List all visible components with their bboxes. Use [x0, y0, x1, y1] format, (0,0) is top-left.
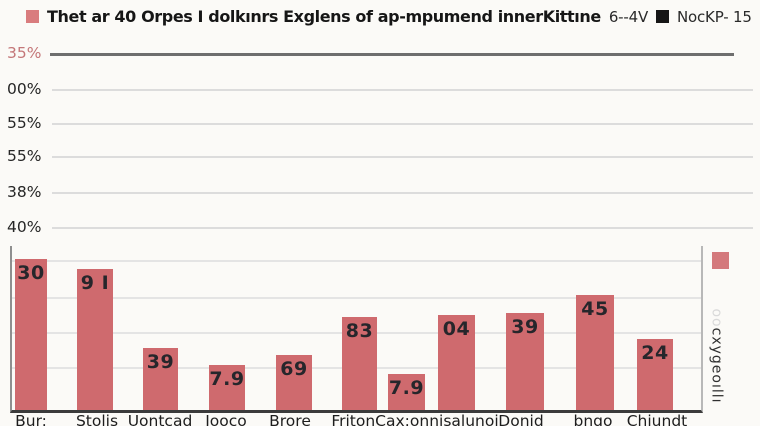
- x-tick-label: bnqo: [573, 412, 613, 426]
- bar-value-label: 83: [345, 320, 374, 342]
- x-tick-label: Chiundt: [626, 412, 688, 426]
- bar: 04: [438, 315, 475, 410]
- gridline: [52, 227, 753, 229]
- bar: 39: [506, 313, 544, 410]
- chart-title: Thet ar 40 Orpes I dolkınrs Exglens of a…: [47, 7, 601, 26]
- bar-value-label: 69: [280, 358, 308, 380]
- x-tick-label: Brore: [269, 412, 311, 426]
- bar: 7.9: [388, 374, 425, 410]
- bar: 45: [576, 295, 614, 410]
- plot-area: 30 9 I 39 7.9 69 83 7.9 04 39 45 24: [10, 246, 703, 413]
- bar: 30: [15, 259, 47, 410]
- x-tick-label: Uontcad: [127, 412, 193, 426]
- y-tick-label: 55%: [7, 114, 42, 132]
- bar-value-label: 39: [511, 316, 539, 338]
- bar: 83: [342, 317, 377, 410]
- x-tick-label: Jooco: [205, 412, 247, 426]
- chart-title-suffix: 6--4V: [608, 7, 649, 26]
- right-vertical-label: oocxygeoıllı: [688, 300, 746, 412]
- gridline: [52, 89, 753, 91]
- right-vertical-label-text: oocxygeoıllı: [709, 308, 725, 403]
- secondary-legend-label: NocKP- 15: [677, 7, 752, 26]
- x-tick-label: Donid: [498, 412, 544, 426]
- bar-value-label: 39: [146, 351, 175, 373]
- gridline: [50, 53, 734, 56]
- gridline: [52, 156, 753, 158]
- x-tick-label: Stolis: [75, 412, 119, 426]
- bar-value-label: 7.9: [209, 368, 245, 390]
- bar: 69: [276, 355, 312, 410]
- plot-gridline: [12, 297, 701, 299]
- bar-value-label: 24: [641, 342, 669, 364]
- right-vertical-label-faint: oo: [709, 308, 726, 328]
- chart-header: Thet ar 40 Orpes I dolkınrs Exglens of a…: [26, 7, 752, 26]
- bar: 24: [637, 339, 673, 410]
- bar-value-label: 04: [442, 318, 471, 340]
- bar: 7.9: [209, 365, 245, 410]
- bar-value-label: 30: [17, 262, 45, 284]
- y-tick-label: 40%: [7, 218, 42, 236]
- bar: 39: [143, 348, 178, 410]
- bar-value-label: 9 I: [80, 272, 110, 294]
- x-tick-label: Bur:: [15, 412, 47, 426]
- gridline: [52, 192, 753, 194]
- y-tick-label: 55%: [7, 147, 42, 165]
- bar: 9 I: [77, 269, 113, 410]
- gridline: [52, 123, 753, 125]
- y-tick-label: 35%: [7, 44, 42, 62]
- plot-gridline: [12, 260, 701, 262]
- right-legend-swatch-icon: [712, 252, 729, 269]
- right-vertical-label-main: cxygeoıllı: [709, 327, 726, 404]
- y-tick-label: 00%: [7, 80, 42, 98]
- bar-value-label: 7.9: [388, 377, 425, 399]
- bar-value-label: 45: [581, 298, 609, 320]
- x-tick-label: FritonÇax:onnisalunoi: [331, 412, 499, 426]
- y-tick-label: 38%: [7, 183, 42, 201]
- series-legend-swatch-icon: [26, 10, 39, 23]
- secondary-legend-swatch-icon: [656, 10, 670, 23]
